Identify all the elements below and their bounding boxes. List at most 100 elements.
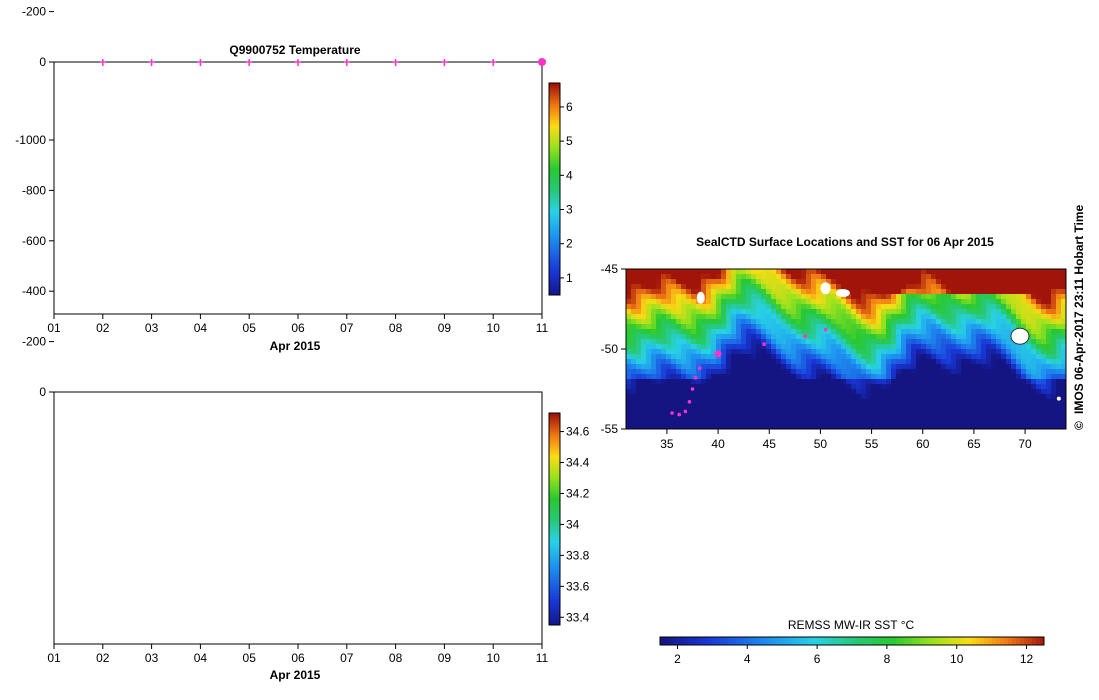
sst-cell	[656, 414, 662, 420]
sst-cell	[1046, 304, 1052, 310]
sst-cell	[1046, 394, 1052, 400]
sst-cell	[626, 349, 632, 355]
sst-cell	[631, 324, 637, 330]
sst-cell	[931, 304, 937, 310]
sst-cell	[721, 349, 727, 355]
sst-cell	[1021, 379, 1027, 385]
sst-cell	[786, 299, 792, 305]
colorbar-segment	[549, 234, 560, 238]
salinity-x-axis: 01 02 03 04 05 06 07 08 09 10 11	[47, 644, 549, 665]
sst-cell	[756, 389, 762, 395]
colorbar-segment	[549, 519, 560, 523]
sst-cell	[956, 339, 962, 345]
sst-cell	[656, 419, 662, 425]
sst-cell	[681, 344, 687, 350]
sst-cell	[1051, 414, 1057, 420]
sst-cell	[786, 394, 792, 400]
sst-cell	[911, 409, 917, 415]
sst-cell	[641, 319, 647, 325]
sst-cell	[1036, 344, 1042, 350]
sst-cell	[971, 419, 977, 425]
sst-cell	[761, 314, 767, 320]
sst-cell	[1026, 294, 1032, 300]
sst-cell	[881, 289, 887, 295]
sst-cell	[666, 334, 672, 340]
sst-cell	[946, 394, 952, 400]
sst-cell	[861, 374, 867, 380]
sst-cell	[821, 409, 827, 415]
sst-cell	[836, 354, 842, 360]
sst-cell	[851, 324, 857, 330]
sst-cell	[951, 379, 957, 385]
sst-cell	[791, 359, 797, 365]
sst-cell	[696, 349, 702, 355]
sst-cell	[726, 339, 732, 345]
sst-cell	[811, 404, 817, 410]
sst-cell	[866, 379, 872, 385]
x-tick-label: 08	[389, 321, 403, 335]
sst-cell	[926, 294, 932, 300]
sst-cell	[741, 414, 747, 420]
x-tick-label: 07	[340, 321, 354, 335]
sst-cell	[1046, 424, 1052, 430]
sst-cell	[906, 394, 912, 400]
sst-cell	[696, 274, 702, 280]
sst-cell	[756, 409, 762, 415]
sst-cell	[686, 414, 692, 420]
sst-cell	[856, 324, 862, 330]
sst-cell	[646, 369, 652, 375]
sst-cell	[866, 359, 872, 365]
sst-cell	[771, 349, 777, 355]
sst-cell	[861, 364, 867, 370]
sst-cell	[691, 424, 697, 430]
sst-cell	[681, 269, 687, 275]
sst-cell	[911, 384, 917, 390]
sst-cell	[936, 369, 942, 375]
sst-cell	[921, 339, 927, 345]
sst-cell	[996, 329, 1002, 335]
sst-cell	[971, 299, 977, 305]
sst-cell	[756, 399, 762, 405]
sst-cell	[941, 414, 947, 420]
sst-cell	[871, 364, 877, 370]
sst-cell	[741, 419, 747, 425]
sst-cell	[901, 394, 907, 400]
sst-cell	[741, 394, 747, 400]
sst-cell	[1051, 354, 1057, 360]
sst-cell	[626, 329, 632, 335]
sst-cell	[751, 319, 757, 325]
sst-cell	[721, 344, 727, 350]
sst-cell	[881, 354, 887, 360]
sst-cell	[686, 294, 692, 300]
sst-cell	[646, 289, 652, 295]
sst-cell	[966, 299, 972, 305]
sst-cell	[921, 394, 927, 400]
sst-cell	[671, 404, 677, 410]
sst-cell	[951, 324, 957, 330]
sst-cell	[631, 354, 637, 360]
sst-cell	[941, 409, 947, 415]
sst-cell	[826, 309, 832, 315]
sst-cell	[766, 309, 772, 315]
sst-cell	[846, 344, 852, 350]
sst-cell	[786, 339, 792, 345]
sst-cell	[676, 294, 682, 300]
sst-cell	[676, 319, 682, 325]
sst-cell	[876, 384, 882, 390]
colorbar-segment	[549, 287, 560, 291]
sst-cell	[786, 374, 792, 380]
sst-cell	[846, 319, 852, 325]
sst-cell	[656, 339, 662, 345]
sst-cell	[891, 279, 897, 285]
sst-cell	[1041, 284, 1047, 290]
sst-cell	[796, 419, 802, 425]
colorbar-segment	[549, 556, 560, 560]
sst-cell	[746, 334, 752, 340]
sst-cell	[966, 309, 972, 315]
sst-cell	[796, 339, 802, 345]
sst-cell	[781, 269, 787, 275]
sst-cell	[791, 319, 797, 325]
sst-cell	[646, 404, 652, 410]
sst-cell	[906, 404, 912, 410]
sst-cell	[636, 339, 642, 345]
